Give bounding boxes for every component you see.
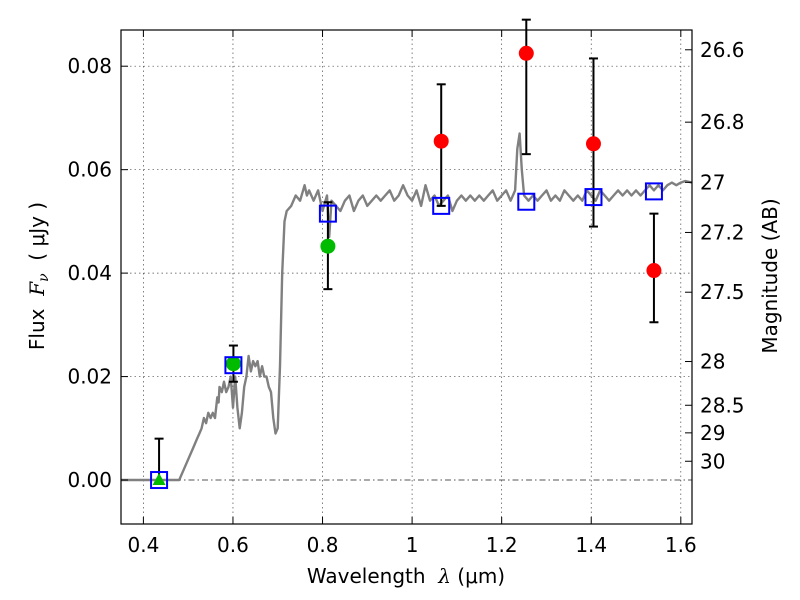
grid-layer [121, 30, 692, 524]
magnitude-tick-label: 26.8 [700, 110, 745, 134]
right-axis-title: Magnitude (AB) [758, 198, 782, 353]
model-photometry-square [432, 196, 451, 215]
model-photometry-square [318, 204, 337, 223]
x-axis-title: Wavelength λ (μm) [307, 564, 505, 588]
red-data-point [585, 136, 601, 152]
x-axis-title-prefix: Wavelength [307, 564, 438, 588]
x-tick-label: 1 [406, 533, 419, 557]
error-bar-layer [154, 18, 659, 481]
y-axis-title-subscript: ν [36, 273, 52, 282]
magnitude-tick-label: 29 [700, 421, 725, 445]
y-tick-label: 0.00 [67, 468, 112, 492]
green-data-point [320, 238, 336, 254]
model-photometry-square [584, 188, 603, 207]
magnitude-tick-label: 27.5 [700, 280, 745, 304]
x-axis-title-units: (μm) [451, 564, 505, 588]
sed-model-layer [121, 132, 693, 482]
magnitude-tick-label: 26.6 [700, 38, 745, 62]
magnitude-tick-label: 28 [700, 350, 725, 374]
magnitude-tick-label: 28.5 [700, 393, 745, 417]
y-axis-title-symbol: F [25, 281, 49, 297]
x-axis-title-symbol: λ [437, 564, 451, 588]
magnitude-tick-label: 27 [700, 170, 725, 194]
model-photometry-square [644, 182, 663, 201]
x-tick-label: 1.4 [575, 533, 607, 557]
y-axis-title-units: ( μJy ) [25, 202, 49, 274]
model-photometry-square [224, 356, 243, 375]
green-data-point [225, 356, 241, 372]
y-tick-label: 0.02 [67, 365, 112, 389]
plot-frame [120, 29, 693, 525]
model-photometry-square [517, 192, 536, 211]
marker-layer [150, 45, 663, 490]
magnitude-tick-label: 30 [700, 449, 725, 473]
y-axis-title: Flux Fν ( μJy ) [25, 202, 52, 350]
x-tick-label: 0.4 [127, 533, 159, 557]
x-tick-label: 0.6 [217, 533, 249, 557]
red-data-point [433, 133, 449, 149]
sed-model-curve [121, 132, 693, 482]
red-data-point [646, 263, 662, 279]
y-tick-label: 0.06 [67, 158, 112, 182]
x-tick-label: 1.2 [486, 533, 518, 557]
x-tick-label: 0.8 [307, 533, 339, 557]
tick-layer: 0.4 0.6 0.8 1 1.2 1.4 1.6 0.00 0.02 0.04 0.06 0.08 2… [67, 30, 745, 557]
magnitude-tick-label: 27.2 [700, 220, 745, 244]
x-tick-label: 1.6 [665, 533, 697, 557]
model-photometry-square [150, 471, 169, 490]
plot-border [120, 29, 693, 525]
y-tick-label: 0.08 [67, 54, 112, 78]
y-axis-title-prefix: Flux [25, 296, 49, 350]
green-upper-limit-triangle [152, 473, 166, 486]
red-data-point [518, 45, 534, 61]
y-tick-label: 0.04 [67, 261, 112, 285]
